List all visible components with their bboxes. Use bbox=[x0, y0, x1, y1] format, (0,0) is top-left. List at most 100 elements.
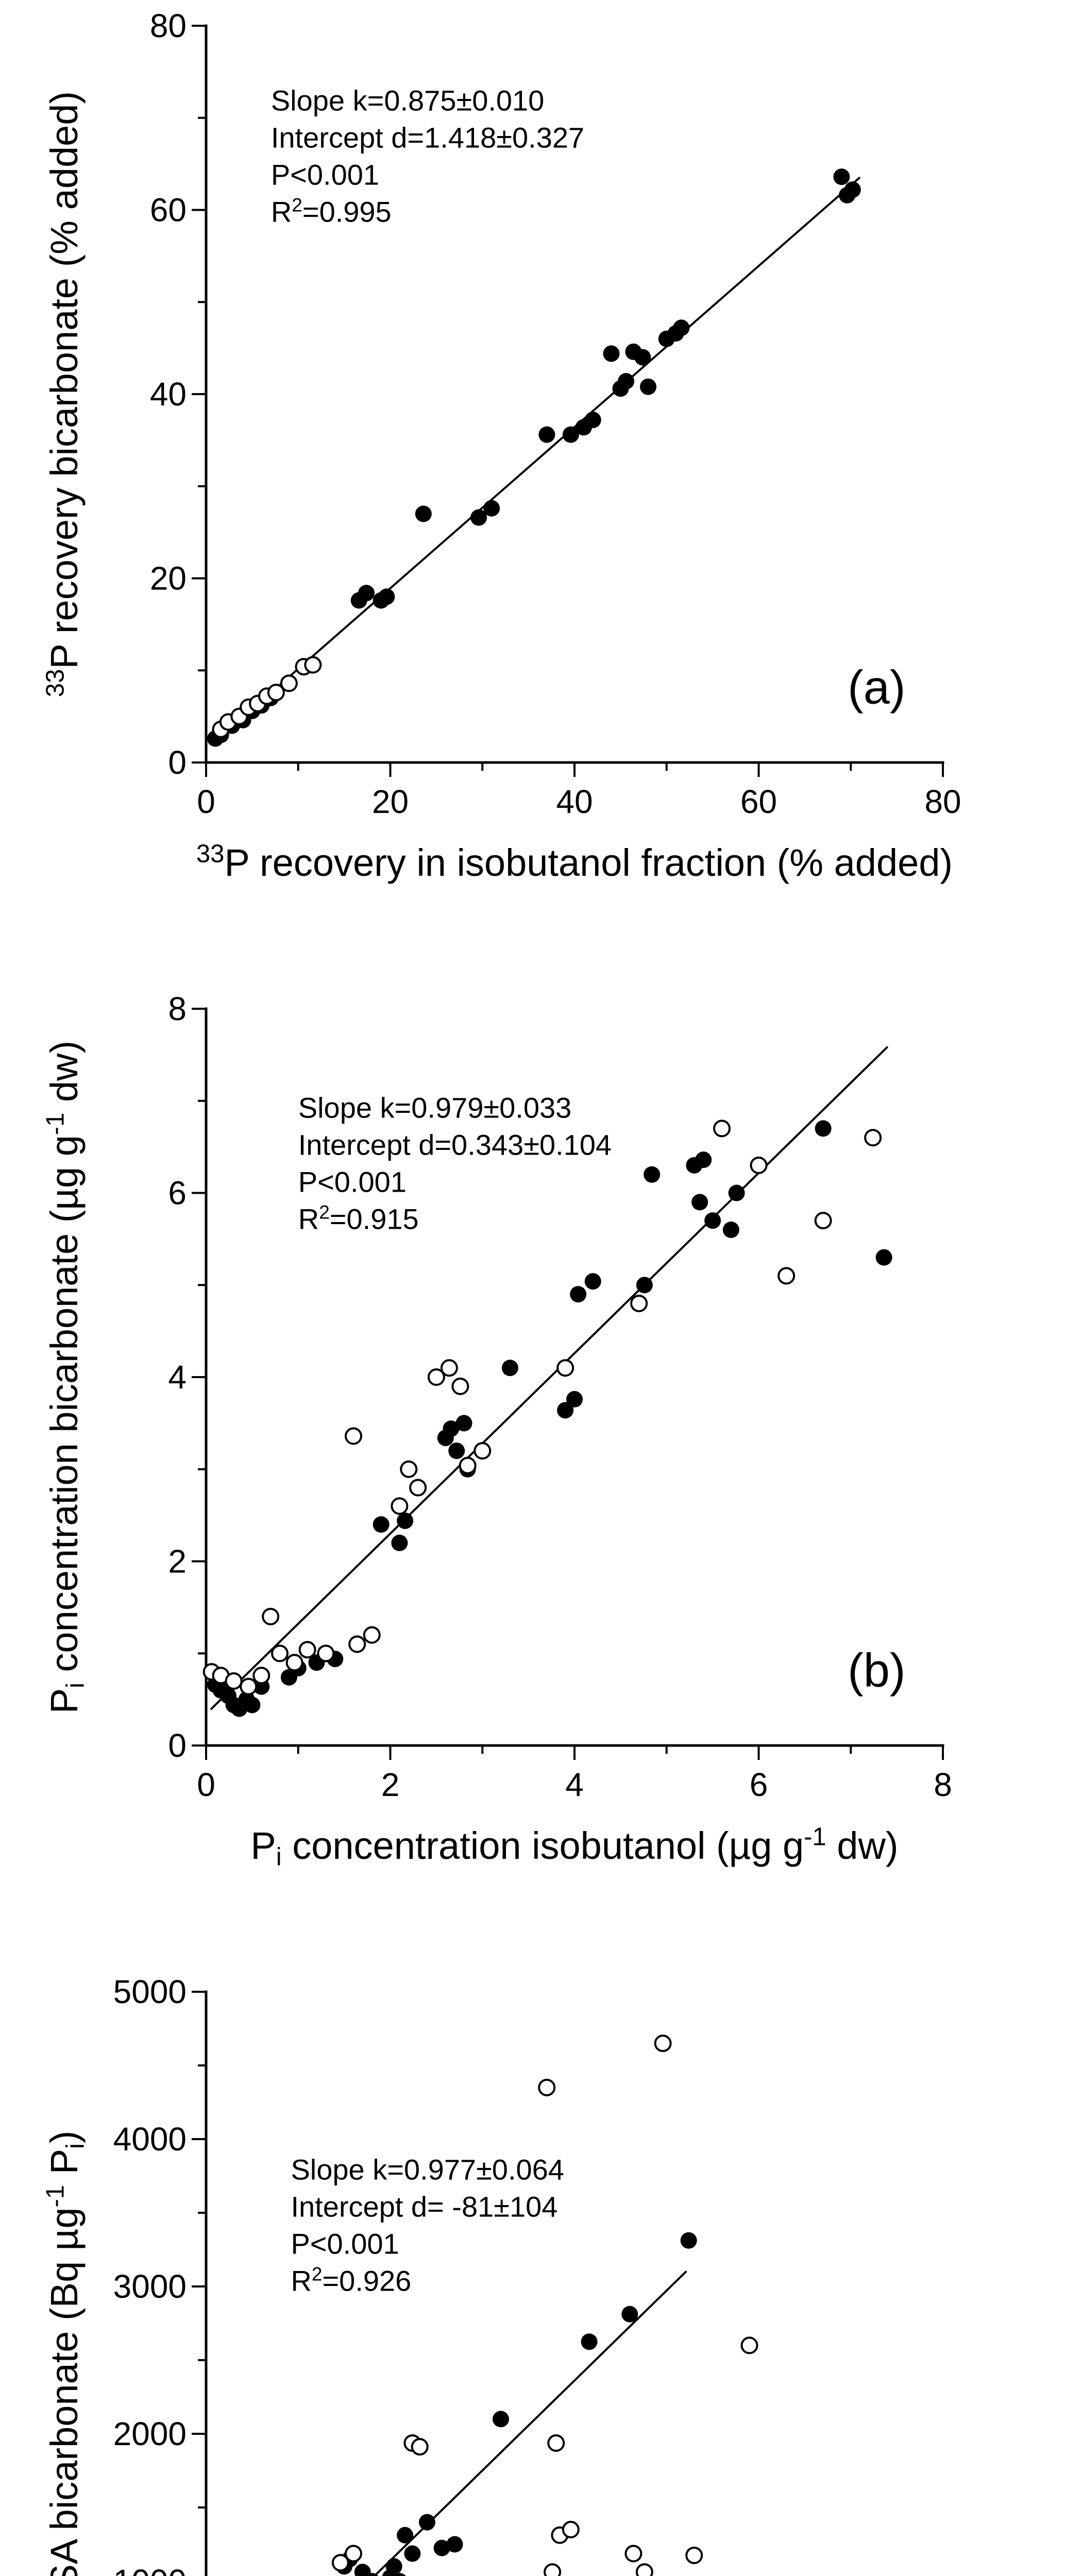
data-point-filled bbox=[833, 168, 850, 185]
data-point-open bbox=[409, 1479, 427, 1497]
stats-annotation-line: P<0.001 bbox=[291, 2228, 399, 2260]
stats-annotation: Slope k=0.875±0.010 Intercept d=1.418±0.3… bbox=[271, 84, 584, 228]
data-point-filled bbox=[483, 500, 500, 517]
data-point-filled bbox=[636, 1277, 653, 1294]
y-tick-label: 0 bbox=[168, 744, 187, 781]
y-tick-label: 60 bbox=[150, 192, 187, 229]
data-point-open bbox=[252, 1667, 271, 1685]
data-point-filled bbox=[704, 1212, 721, 1229]
data-point-open bbox=[345, 2545, 362, 2563]
data-point-filled bbox=[415, 505, 432, 522]
data-point-open bbox=[298, 1641, 316, 1659]
y-tick-label: 0 bbox=[168, 1727, 187, 1764]
data-point-filled bbox=[538, 426, 555, 443]
x-tick-label: 6 bbox=[750, 1766, 768, 1803]
y-axis-title: SA bicarbonate (Bq µg-1 Pi) bbox=[41, 2130, 89, 2576]
stats-annotation-line: P<0.001 bbox=[271, 158, 379, 191]
chart-panel-b: 0 2 4 6 8 0 2 4 6 8 Slope k=0.979±0.033 Intercept d… bbox=[41, 990, 952, 1871]
stats-annotation-line: Intercept d=0.343±0.104 bbox=[298, 1129, 612, 1161]
data-point-open bbox=[685, 2546, 703, 2564]
data-point-filled bbox=[244, 1697, 261, 1714]
data-point-open bbox=[864, 1129, 882, 1147]
data-point-filled bbox=[393, 2573, 406, 2576]
regression-line bbox=[214, 176, 861, 742]
chart-panel-a: 0 20 40 60 80 0 20 40 60 80 Slope k=0.875±0.010 Int… bbox=[41, 7, 961, 884]
data-point-open bbox=[654, 2035, 672, 2053]
axes bbox=[192, 1990, 208, 2576]
data-point-filled bbox=[433, 2539, 450, 2556]
data-point-filled bbox=[455, 1415, 472, 1432]
data-point-open bbox=[474, 1442, 492, 1460]
x-tick-label: 80 bbox=[924, 783, 961, 820]
stats-annotation-line: R2=0.926 bbox=[291, 2263, 411, 2297]
data-point-open bbox=[411, 2438, 429, 2456]
regression-line bbox=[210, 1046, 889, 1710]
data-point-filled bbox=[397, 1512, 414, 1529]
data-point-open bbox=[624, 2545, 643, 2563]
y-tick-label: 80 bbox=[150, 7, 187, 44]
fit-line-group bbox=[210, 1046, 889, 1710]
panel-letter-label: (a) bbox=[848, 662, 905, 714]
data-point-open bbox=[271, 1645, 289, 1663]
data-point-filled bbox=[603, 345, 620, 362]
data-point-open bbox=[363, 1626, 381, 1644]
data-point-open bbox=[440, 1359, 458, 1377]
data-point-filled bbox=[695, 1151, 712, 1168]
data-point-open bbox=[750, 1156, 768, 1174]
data-point-open bbox=[317, 1645, 335, 1663]
data-point-open bbox=[713, 1120, 731, 1138]
data-point-open bbox=[285, 1654, 303, 1672]
data-point-open bbox=[630, 1295, 648, 1312]
data-point-filled bbox=[640, 378, 656, 395]
data-point-open bbox=[451, 1377, 469, 1395]
data-point-filled bbox=[844, 181, 861, 198]
chart-panel-c: 0100020003000400050000100020003000400050… bbox=[41, 1973, 758, 2576]
x-tick-label: 8 bbox=[934, 1766, 952, 1803]
data-point-filled bbox=[584, 412, 601, 429]
data-point-open bbox=[556, 1359, 574, 1377]
data-point-open bbox=[459, 1456, 477, 1475]
x-axis-title: Pi concentration isobutanol (µg g-1 dw) bbox=[250, 1823, 898, 1871]
data-point-open bbox=[331, 2554, 349, 2572]
data-point-filled bbox=[634, 349, 651, 366]
stats-annotation-line: Slope k=0.979±0.033 bbox=[298, 1092, 572, 1124]
data-point-filled bbox=[680, 2232, 697, 2249]
data-point-open bbox=[427, 1368, 445, 1386]
x-tick-label: 20 bbox=[372, 783, 409, 820]
data-point-filled bbox=[373, 1516, 390, 1533]
data-point-filled bbox=[581, 2333, 598, 2350]
data-point-open bbox=[240, 1677, 258, 1696]
data-point-filled bbox=[584, 1273, 601, 1290]
data-point-filled bbox=[470, 509, 487, 526]
x-tick-label: 0 bbox=[197, 1766, 215, 1803]
data-point-open bbox=[562, 2520, 580, 2538]
data-point-filled bbox=[378, 588, 395, 605]
y-axis-title: 33P recovery bicarbonate (% added) bbox=[41, 91, 86, 697]
series-open-circles bbox=[331, 2035, 758, 2576]
y-tick-label: 3000 bbox=[113, 2268, 187, 2305]
y-axis-title: Pi concentration bicarbonate (µg g-1 dw) bbox=[41, 1041, 89, 1714]
stats-annotation-line: R2=0.995 bbox=[271, 194, 392, 228]
data-point-open bbox=[225, 1672, 243, 1690]
axes bbox=[192, 24, 944, 777]
data-point-filled bbox=[728, 1184, 745, 1201]
data-point-open bbox=[267, 684, 285, 702]
stats-annotation-line: P<0.001 bbox=[298, 1166, 407, 1198]
data-point-filled bbox=[446, 2536, 463, 2553]
axes bbox=[192, 1007, 944, 1760]
series-open-circles bbox=[202, 1120, 882, 1696]
data-point-open bbox=[740, 2336, 758, 2354]
fit-line-group bbox=[373, 2270, 687, 2576]
x-tick-label: 4 bbox=[565, 1766, 584, 1803]
fit-line-group bbox=[214, 176, 861, 742]
data-point-filled bbox=[557, 1402, 574, 1419]
data-point-filled bbox=[354, 2564, 371, 2576]
data-point-filled bbox=[875, 1249, 892, 1266]
y-tick-label: 5000 bbox=[113, 1973, 187, 2010]
x-tick-label: 0 bbox=[197, 783, 215, 820]
stats-annotation: Slope k=0.979±0.033 Intercept d=0.343±0.1… bbox=[298, 1092, 612, 1235]
stats-annotation: Slope k=0.977±0.064 Intercept d= -81±104 P… bbox=[291, 2154, 564, 2297]
y-tick-label: 20 bbox=[150, 560, 187, 597]
stats-annotation-line: Intercept d=1.418±0.327 bbox=[271, 121, 584, 154]
